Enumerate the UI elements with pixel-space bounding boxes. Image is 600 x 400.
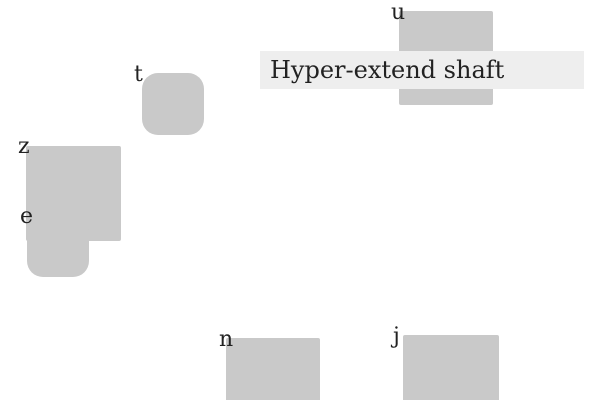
label-t: t	[134, 62, 143, 87]
label-n: n	[219, 327, 234, 352]
shape-j[interactable]	[403, 335, 499, 400]
shape-n[interactable]	[226, 338, 320, 400]
label-z: z	[18, 134, 30, 159]
shape-t[interactable]	[142, 73, 204, 135]
label-e: e	[20, 204, 34, 229]
shape-e[interactable]	[27, 215, 89, 277]
label-j: j	[393, 324, 400, 349]
label-u: u	[391, 0, 406, 25]
tooltip: Hyper-extend shaft	[260, 51, 584, 89]
